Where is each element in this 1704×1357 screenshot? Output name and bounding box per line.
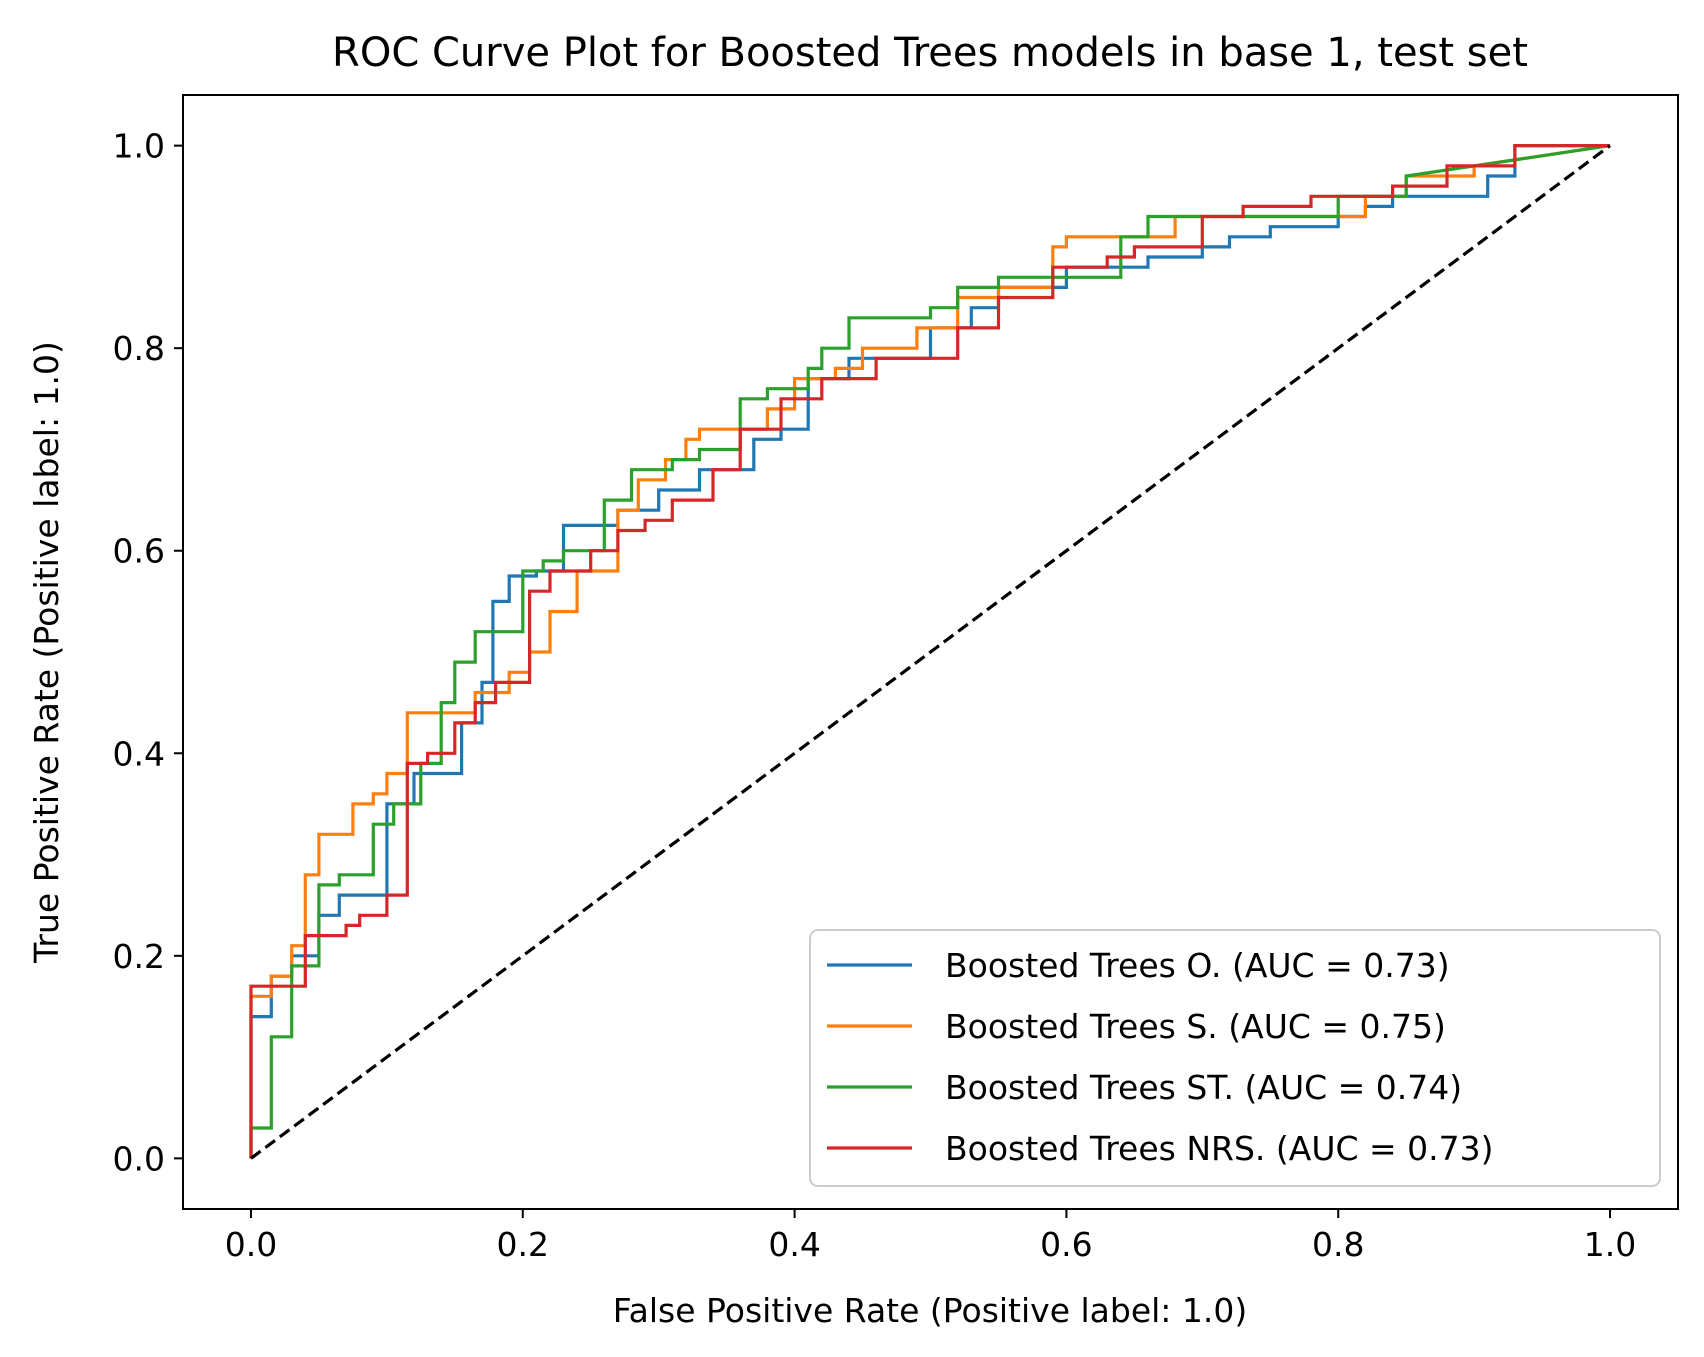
x-tick-label: 0.2	[497, 1225, 549, 1264]
chance-diagonal-line	[249, 144, 1612, 1160]
series-line-3	[249, 144, 1611, 1159]
series-line-4	[249, 144, 1610, 1159]
y-tick-label: 1.0	[113, 127, 165, 166]
x-tick-label: 0.6	[1040, 1225, 1092, 1264]
y-tick-label: 0.0	[113, 1139, 165, 1178]
x-tick-label: 0.4	[768, 1225, 820, 1264]
y-tick-label: 0.4	[113, 734, 165, 773]
plot-area	[249, 144, 1612, 1160]
legend-label-3: Boosted Trees ST. (AUC = 0.74)	[945, 1068, 1462, 1107]
legend-box	[809, 929, 1661, 1187]
legend-label-4: Boosted Trees NRS. (AUC = 0.73)	[945, 1129, 1494, 1168]
x-axis-label: False Positive Rate (Positive label: 1.0…	[613, 1291, 1248, 1330]
y-tick-label: 0.6	[113, 532, 165, 571]
y-tick-label: 0.8	[113, 329, 165, 368]
y-tick-label: 0.2	[113, 937, 165, 976]
x-tick-label: 0.0	[225, 1225, 277, 1264]
chart-title: ROC Curve Plot for Boosted Trees models …	[332, 30, 1528, 76]
x-tick-label: 0.8	[1312, 1225, 1364, 1264]
series-line-2	[249, 144, 1611, 1159]
axes-frame	[182, 94, 1679, 1210]
legend-label-2: Boosted Trees S. (AUC = 0.75)	[945, 1007, 1446, 1046]
legend-label-1: Boosted Trees O. (AUC = 0.73)	[945, 946, 1450, 985]
y-axis: 0.0 0.2 0.4 0.6 0.8 1.0	[113, 127, 183, 1178]
y-axis-label: True Positive Rate (Positive label: 1.0)	[27, 341, 66, 964]
x-tick-label: 1.0	[1584, 1225, 1636, 1264]
x-axis: 0.0 0.2 0.4 0.6 0.8 1.0	[225, 1209, 1636, 1264]
legend: Boosted Trees O. (AUC = 0.73) Boosted Tre…	[809, 929, 1661, 1187]
